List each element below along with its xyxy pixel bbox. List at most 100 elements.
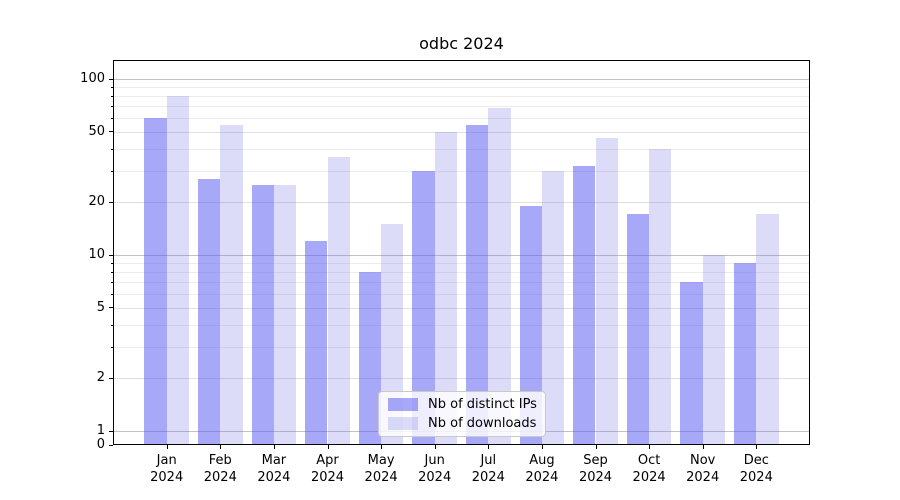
bar-downloads-sep	[595, 138, 618, 444]
gridline-50	[114, 131, 809, 133]
gridline-10	[114, 255, 809, 256]
x-tick-mar	[273, 445, 275, 449]
legend-swatch-distinct-ips	[388, 398, 418, 411]
legend-label-distinct-ips: Nb of distinct IPs	[428, 397, 537, 412]
x-axis-label-feb: Feb 2024	[203, 453, 237, 485]
x-axis-label-sep: Sep 2024	[578, 453, 613, 485]
bar-downloads-jan	[166, 96, 189, 444]
y-tick-10	[109, 254, 113, 256]
x-tick-jul	[488, 445, 490, 449]
x-axis-label-apr: Apr 2024	[310, 453, 345, 485]
y-minor-tick-3	[111, 346, 113, 348]
bar-downloads-may	[381, 224, 404, 444]
x-tick-may	[381, 445, 383, 449]
y-minor-tick-6	[111, 293, 113, 295]
bar-downloads-apr	[327, 157, 350, 444]
x-axis-label-nov: Nov 2024	[686, 453, 720, 485]
y-tick-50	[109, 131, 113, 133]
bar-distinct-ips-may	[358, 272, 382, 444]
bar-distinct-ips-apr	[305, 241, 328, 444]
gridline-30	[114, 171, 809, 173]
y-axis-label-2: 2	[96, 370, 105, 386]
gridline-100	[114, 79, 809, 80]
x-axis-label-dec: Dec 2024	[739, 453, 773, 485]
gridline-9	[114, 263, 809, 265]
bar-downloads-jun	[434, 131, 457, 444]
x-tick-jun	[434, 445, 436, 449]
bar-distinct-ips-jul	[466, 124, 489, 444]
legend-label-downloads: Nb of downloads	[428, 416, 537, 431]
gridline-60	[114, 118, 809, 120]
gridline-20	[114, 202, 809, 204]
x-axis-label-jul: Jul 2024	[471, 453, 505, 485]
x-tick-apr	[327, 445, 329, 449]
bar-downloads-jul	[488, 108, 511, 444]
y-minor-tick-80	[111, 95, 113, 97]
legend-item-downloads: Nb of downloads	[388, 416, 537, 431]
legend-swatch-downloads	[388, 417, 418, 430]
y-minor-tick-9	[111, 262, 113, 264]
y-tick-20	[109, 201, 113, 203]
x-tick-feb	[220, 445, 222, 449]
x-tick-jan	[166, 445, 168, 449]
x-axis-label-jun: Jun 2024	[418, 453, 452, 485]
bar-distinct-ips-nov	[680, 282, 703, 444]
gridline-2	[114, 378, 809, 380]
bar-downloads-aug	[541, 171, 565, 444]
bar-distinct-ips-jan	[144, 118, 167, 444]
legend: Nb of distinct IPs Nb of downloads	[378, 391, 546, 437]
x-axis-label-oct: Oct 2024	[632, 453, 666, 485]
bar-downloads-nov	[702, 255, 725, 444]
bar-downloads-oct	[649, 149, 672, 444]
y-tick-2	[109, 377, 113, 379]
x-tick-aug	[541, 445, 543, 449]
y-minor-tick-8	[111, 271, 113, 273]
x-tick-dec	[756, 445, 758, 449]
y-axis-label-10: 10	[88, 247, 105, 262]
legend-item-distinct-ips: Nb of distinct IPs	[388, 397, 537, 412]
bar-distinct-ips-oct	[626, 214, 650, 444]
gridline-70	[114, 106, 809, 108]
y-tick-5	[109, 307, 113, 309]
y-axis-label-50: 50	[88, 123, 105, 139]
x-axis-label-mar: Mar 2024	[257, 453, 291, 485]
bar-distinct-ips-aug	[519, 205, 542, 444]
chart-title: odbc 2024	[419, 34, 504, 53]
bar-distinct-ips-mar	[251, 184, 274, 444]
y-axis-label-20: 20	[88, 194, 105, 210]
gridline-80	[114, 96, 809, 98]
plot-area	[113, 60, 810, 445]
y-tick-0	[109, 444, 113, 446]
x-axis-label-aug: Aug 2024	[525, 453, 559, 485]
x-tick-nov	[702, 445, 704, 449]
x-axis-label-jan: Jan 2024	[150, 453, 184, 485]
y-axis-label-5: 5	[96, 299, 105, 315]
y-minor-tick-70	[111, 105, 113, 107]
gridline-40	[114, 149, 809, 151]
y-minor-tick-4	[111, 324, 113, 326]
bar-distinct-ips-feb	[198, 179, 221, 444]
bar-distinct-ips-sep	[573, 166, 596, 444]
gridline-5	[114, 307, 809, 309]
bar-downloads-mar	[273, 184, 297, 444]
gridline-6	[114, 294, 809, 296]
y-minor-tick-7	[111, 281, 113, 283]
y-minor-tick-30	[111, 170, 113, 172]
y-axis-label-0: 0	[96, 437, 105, 452]
bar-distinct-ips-dec	[734, 263, 757, 444]
bar-distinct-ips-jun	[412, 171, 435, 444]
y-minor-tick-60	[111, 117, 113, 119]
gridline-90	[114, 87, 809, 89]
y-axis-label-100: 100	[80, 71, 105, 86]
x-tick-oct	[649, 445, 651, 449]
x-axis-label-may: May 2024	[364, 453, 398, 485]
bar-downloads-dec	[756, 214, 779, 444]
gridline-3	[114, 347, 809, 349]
y-axis-label-1: 1	[96, 423, 105, 438]
gridline-7	[114, 282, 809, 284]
bar-downloads-feb	[220, 124, 243, 444]
y-tick-1	[109, 430, 113, 432]
y-minor-tick-40	[111, 148, 113, 150]
y-minor-tick-90	[111, 86, 113, 88]
